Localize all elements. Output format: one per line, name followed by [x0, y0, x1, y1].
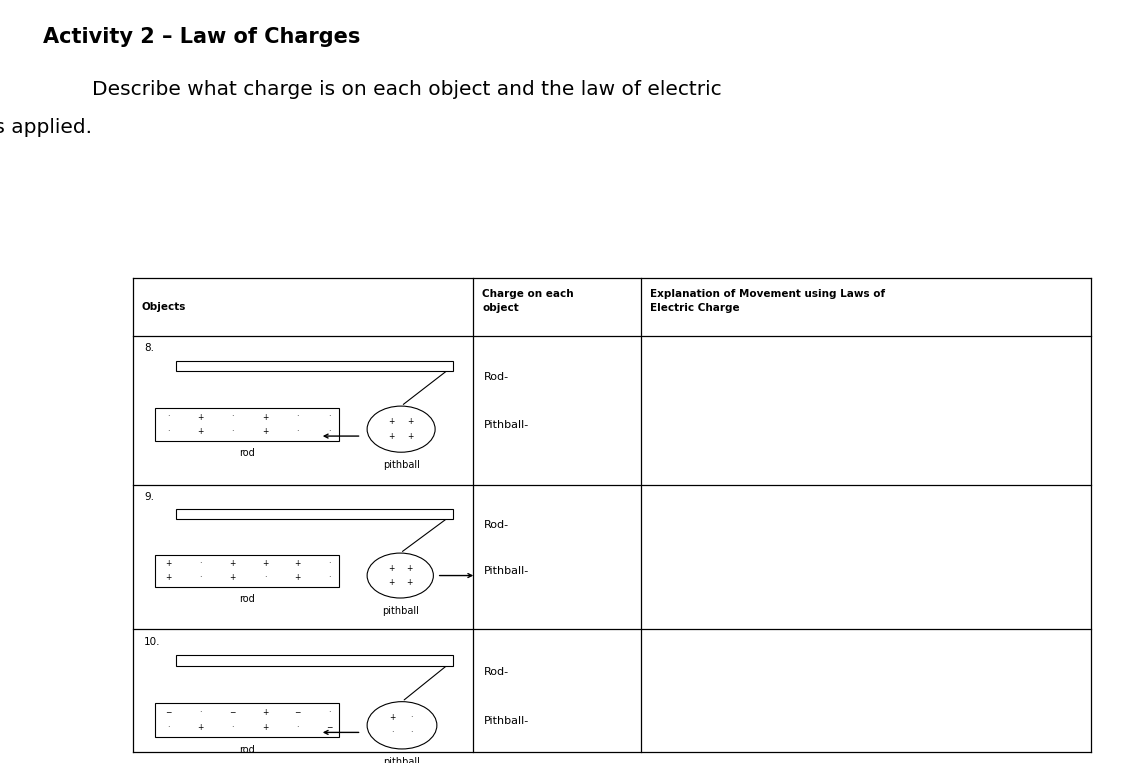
Text: ·: · — [199, 573, 201, 582]
Text: ·: · — [392, 729, 394, 738]
Text: Objects: Objects — [142, 302, 186, 312]
Text: +: + — [197, 413, 204, 421]
Text: ·: · — [166, 413, 169, 421]
Text: ·: · — [232, 723, 234, 732]
Bar — [176, 655, 452, 666]
Text: rod: rod — [240, 745, 255, 755]
Text: +: + — [388, 578, 395, 588]
Circle shape — [367, 702, 436, 749]
Text: ·: · — [328, 413, 331, 421]
Text: ·: · — [232, 413, 234, 421]
Text: +: + — [197, 427, 204, 436]
Text: +: + — [165, 559, 171, 568]
Text: Explanation of Movement using Laws of
Electric Charge: Explanation of Movement using Laws of El… — [650, 289, 885, 313]
Text: Charge on each
object: Charge on each object — [482, 289, 574, 313]
Text: ·: · — [328, 559, 331, 568]
Text: 8.: 8. — [144, 343, 154, 353]
Text: +: + — [229, 573, 236, 582]
Text: ·: · — [232, 427, 234, 436]
Text: Rod-: Rod- — [484, 667, 510, 678]
Text: +: + — [229, 559, 236, 568]
Text: pithball: pithball — [384, 757, 421, 763]
Text: +: + — [406, 578, 413, 588]
Text: +: + — [197, 723, 204, 732]
Text: ·: · — [328, 708, 331, 717]
Text: Pithball-: Pithball- — [484, 716, 530, 726]
Text: +: + — [165, 573, 171, 582]
Text: ·: · — [264, 573, 267, 582]
Text: ·: · — [199, 708, 201, 717]
Circle shape — [367, 553, 433, 598]
Text: +: + — [406, 564, 413, 572]
Text: rod: rod — [240, 594, 255, 604]
Text: Rod-: Rod- — [484, 372, 510, 382]
Text: ·: · — [166, 723, 169, 732]
Text: +: + — [295, 559, 300, 568]
Text: −: − — [165, 708, 171, 717]
Bar — [155, 408, 339, 440]
Text: pithball: pithball — [381, 606, 418, 616]
Text: +: + — [262, 413, 269, 421]
Text: ·: · — [166, 427, 169, 436]
Text: Describe what charge is on each object and the law of electric: Describe what charge is on each object a… — [92, 80, 722, 99]
Bar — [155, 703, 339, 737]
Text: Pithball-: Pithball- — [484, 420, 530, 430]
Text: +: + — [407, 417, 414, 426]
Text: Rod-: Rod- — [484, 520, 510, 530]
Text: 10.: 10. — [144, 637, 161, 647]
Text: +: + — [388, 564, 395, 572]
Text: ·: · — [199, 559, 201, 568]
Text: +: + — [262, 559, 269, 568]
Bar — [176, 509, 452, 520]
Text: +: + — [407, 433, 414, 441]
Text: −: − — [326, 723, 333, 732]
Text: ·: · — [296, 413, 298, 421]
Text: +: + — [388, 417, 395, 426]
Circle shape — [367, 406, 435, 452]
Text: Activity 2 – Law of Charges: Activity 2 – Law of Charges — [43, 27, 360, 47]
Bar — [176, 361, 452, 372]
Text: +: + — [262, 708, 269, 717]
Text: ·: · — [296, 723, 298, 732]
Text: +: + — [262, 427, 269, 436]
Text: ·: · — [411, 729, 413, 738]
Text: 9.: 9. — [144, 492, 154, 502]
Text: ·: · — [328, 573, 331, 582]
Text: ·: · — [296, 427, 298, 436]
Text: −: − — [295, 708, 300, 717]
Text: Pithball-: Pithball- — [484, 566, 530, 577]
Text: +: + — [388, 433, 395, 441]
Text: rod: rod — [240, 448, 255, 459]
Text: +: + — [262, 723, 269, 732]
Text: +: + — [295, 573, 300, 582]
Text: pithball: pithball — [382, 460, 420, 470]
Bar — [155, 555, 339, 587]
Text: ·: · — [328, 427, 331, 436]
Text: ·: · — [411, 713, 413, 722]
Text: +: + — [389, 713, 396, 722]
Text: charge is applied.: charge is applied. — [0, 118, 92, 137]
Text: −: − — [229, 708, 236, 717]
